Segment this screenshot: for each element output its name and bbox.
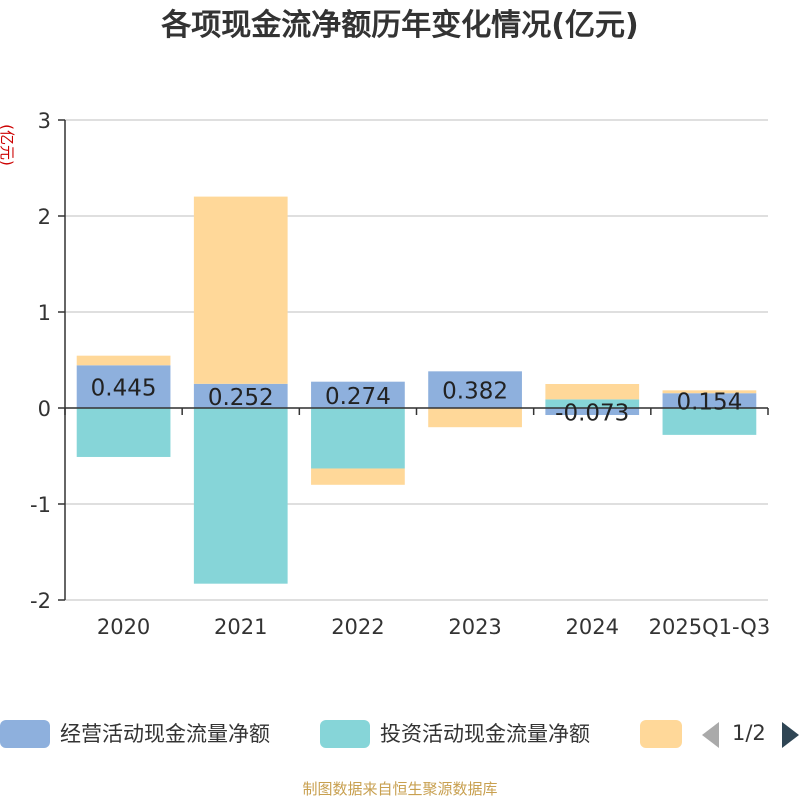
y-tick-label: 3	[38, 109, 51, 133]
data-label-2023: 0.382	[442, 379, 508, 405]
x-tick-label: 2022	[331, 615, 384, 639]
pager-next-icon[interactable]	[782, 722, 799, 748]
y-tick-label: 2	[38, 205, 51, 229]
y-tick-label: -2	[30, 589, 51, 613]
legend-swatch-operating	[0, 720, 50, 748]
bar-series-0-2020[interactable]	[76, 365, 171, 408]
data-label-2022: 0.274	[325, 384, 391, 410]
data-label-2020: 0.445	[91, 376, 157, 402]
bar-series-0-2025Q1-Q3[interactable]	[662, 393, 757, 408]
legend-item-investing[interactable]: 投资活动现金流量净额	[320, 716, 630, 752]
legend-swatch-investing	[320, 720, 370, 748]
pager-prev-icon[interactable]	[702, 722, 719, 748]
bar-series-2-2020[interactable]	[76, 355, 171, 366]
data-label-2021: 0.252	[208, 385, 274, 411]
bar-series-1-2022[interactable]	[311, 408, 405, 469]
bar-series-0-2024[interactable]	[545, 408, 640, 416]
footer-source: 制图数据来自恒生聚源数据库	[302, 780, 498, 798]
y-tick-label: -1	[30, 493, 51, 517]
legend-label-investing: 投资活动现金流量净额	[380, 722, 590, 746]
x-tick-label: 2024	[566, 615, 619, 639]
bar-series-0-2023[interactable]	[428, 371, 522, 408]
bar-series-0-2021[interactable]	[193, 383, 288, 408]
data-label-2024: -0.073	[555, 401, 629, 427]
legend-item-financing[interactable]	[640, 716, 690, 752]
bars	[76, 196, 757, 584]
x-tick-label: 2025Q1-Q3	[649, 615, 771, 639]
bar-series-2-2022[interactable]	[311, 468, 405, 485]
axes: -2 -1 0 1 2 3 2020 2021 2022 2023 2024 2025Q1-Q3	[30, 109, 770, 639]
bar-series-2-2024[interactable]	[545, 384, 640, 400]
y-axis-label: (亿元)	[0, 124, 16, 166]
legend-swatch-financing	[640, 720, 682, 748]
bar-series-1-2021[interactable]	[193, 408, 288, 584]
bar-series-0-2022[interactable]	[311, 381, 405, 408]
bar-series-2-2021[interactable]	[193, 196, 288, 384]
bar-series-1-2025Q1-Q3[interactable]	[662, 408, 757, 435]
legend-item-operating[interactable]: 经营活动现金流量净额	[0, 716, 310, 752]
pager-text: 1/2	[732, 721, 766, 745]
y-tick-label: 1	[38, 301, 51, 325]
bar-series-1-2020[interactable]	[76, 408, 171, 457]
legend-label-operating: 经营活动现金流量净额	[60, 722, 270, 746]
data-labels: 0.445 0.252 0.274 0.382 -0.073 0.154	[91, 376, 743, 427]
chart-title: 各项现金流净额历年变化情况(亿元)	[161, 8, 639, 43]
x-tick-label: 2021	[214, 615, 267, 639]
x-tick-label: 2020	[97, 615, 150, 639]
bar-series-2-2025Q1-Q3[interactable]	[662, 390, 757, 394]
y-tick-label: 0	[38, 397, 51, 421]
bar-series-1-2024[interactable]	[545, 399, 640, 408]
data-label-2025Q1-Q3: 0.154	[676, 390, 742, 416]
x-tick-label: 2023	[448, 615, 501, 639]
bar-series-2-2023[interactable]	[428, 408, 522, 428]
